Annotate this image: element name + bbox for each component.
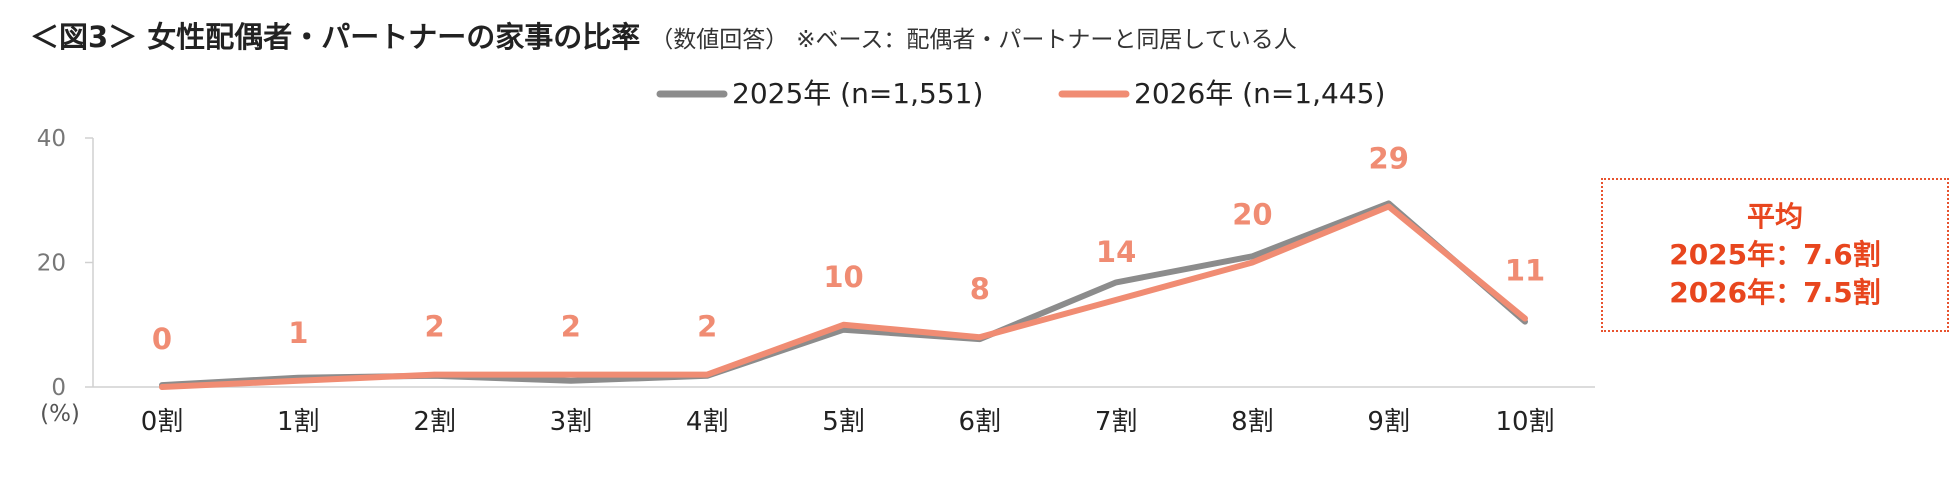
- x-tick-label: 0割: [141, 407, 184, 437]
- y-tick-label: 20: [37, 251, 66, 277]
- y-tick-label: 0: [51, 375, 66, 401]
- average-2026: 2026年：7.5割: [1669, 276, 1881, 309]
- legend: 2025年 (n=1,551) 2026年 (n=1,445): [656, 77, 1385, 110]
- series-line-2026: [159, 203, 1528, 390]
- chart-title-block: ＜図3＞ 女性配偶者・パートナーの家事の比率 （数値回答） ※ベース：配偶者・パート…: [30, 14, 1297, 56]
- x-tick-label: 2割: [413, 407, 456, 437]
- x-tick-label: 5割: [822, 407, 865, 437]
- data-label: 8: [970, 272, 990, 306]
- x-tick-label: 8割: [1231, 407, 1274, 437]
- x-tick-label: 3割: [550, 407, 593, 437]
- data-label: 20: [1232, 198, 1272, 232]
- x-tick-label: 4割: [686, 407, 729, 437]
- data-label: 29: [1369, 141, 1409, 175]
- chart-subtitle: （数値回答）: [650, 27, 789, 53]
- x-tick-label: 6割: [959, 407, 1002, 437]
- chart-title: ＜図3＞ 女性配偶者・パートナーの家事の比率: [30, 20, 641, 54]
- average-2025: 2025年：7.6割: [1669, 238, 1881, 271]
- legend-label: 2026年 (n=1,445): [1134, 77, 1385, 110]
- x-tick-label: 9割: [1367, 407, 1410, 437]
- data-label: 11: [1505, 254, 1545, 288]
- series-lines: [159, 200, 1528, 390]
- average-box: 平均 2025年：7.6割 2026年：7.5割: [1601, 178, 1949, 332]
- data-label: 2: [697, 310, 717, 344]
- y-tick-label: 40: [37, 126, 66, 152]
- series-line-2025: [159, 200, 1528, 389]
- x-tick-label: 1割: [277, 407, 320, 437]
- average-heading: 平均: [1746, 200, 1803, 233]
- x-tick-label: 7割: [1095, 407, 1138, 437]
- chart-base-note: ※ベース：配偶者・パートナーと同居している人: [796, 27, 1297, 53]
- x-tick-label: 10割: [1495, 407, 1554, 437]
- y-axis-unit: (%): [40, 401, 80, 427]
- data-labels: 0 1 2 2 2 10 8 14 20 29 11: [152, 141, 1545, 356]
- data-label: 2: [561, 310, 581, 344]
- data-label: 14: [1096, 235, 1136, 269]
- data-label: 0: [152, 322, 172, 356]
- data-label: 1: [288, 316, 308, 350]
- data-label: 2: [425, 310, 445, 344]
- legend-label: 2025年 (n=1,551): [732, 77, 983, 110]
- data-label: 10: [823, 260, 863, 294]
